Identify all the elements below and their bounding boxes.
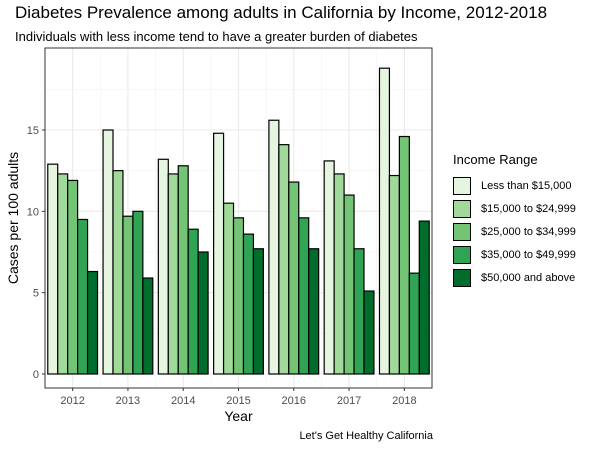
y-tick-label: 0 (33, 369, 39, 381)
bar (343, 194, 355, 375)
legend-title: Income Range (453, 152, 538, 167)
legend-item: $25,000 to $34,999 (453, 220, 576, 243)
bar (353, 248, 365, 375)
bar (398, 135, 410, 375)
legend-swatch (453, 245, 471, 264)
bar (187, 228, 199, 375)
x-tick-label: 2012 (60, 395, 84, 407)
y-tick-label: 15 (27, 125, 39, 137)
legend-item: $50,000 and above (453, 266, 576, 289)
bar (112, 170, 124, 375)
chart-subtitle: Individuals with less income tend to hav… (15, 29, 418, 44)
bar (47, 163, 59, 375)
legend: Income Range Less than $15,000 $15,000 t… (453, 152, 576, 289)
bar (157, 158, 169, 375)
legend-label: $50,000 and above (481, 271, 576, 284)
bar (308, 248, 320, 375)
bar (122, 215, 134, 375)
bar (252, 248, 264, 375)
bar (222, 202, 235, 375)
bar (57, 173, 69, 375)
bar (242, 233, 255, 375)
bar (278, 144, 290, 375)
legend-swatch (453, 176, 471, 195)
x-tick-label: 2014 (171, 395, 195, 407)
chart-title: Diabetes Prevalence among adults in Cali… (15, 3, 548, 22)
bar (298, 217, 310, 375)
bar (86, 270, 99, 375)
bar (288, 181, 300, 375)
bar (378, 67, 391, 375)
chart-caption: Let's Get Healthy California (299, 430, 433, 442)
x-axis-title: Year (224, 408, 253, 424)
bar (232, 217, 245, 375)
bar (268, 119, 280, 375)
bar (408, 272, 420, 375)
legend-swatch (453, 268, 471, 287)
y-tick-label: 5 (33, 288, 39, 300)
bar (167, 173, 179, 375)
legend-item: $15,000 to $24,999 (453, 197, 576, 220)
y-tick-label: 10 (27, 206, 39, 218)
bar (323, 160, 335, 375)
bar (102, 129, 114, 375)
x-tick-label: 2016 (282, 395, 306, 407)
y-axis-title: Cases per 100 adults (5, 152, 21, 284)
bar (418, 220, 430, 375)
bar (142, 277, 154, 375)
bar (213, 132, 225, 375)
x-tick-label: 2017 (337, 395, 361, 407)
legend-label: $15,000 to $24,999 (481, 202, 576, 215)
legend-label: $25,000 to $34,999 (481, 225, 576, 238)
x-tick-label: 2015 (226, 395, 250, 407)
bar (177, 165, 189, 375)
bar (132, 210, 144, 375)
legend-label: $35,000 to $49,999 (481, 248, 576, 261)
legend-swatch (453, 222, 471, 241)
bar (388, 174, 400, 375)
legend-item: Less than $15,000 (453, 174, 576, 197)
x-tick-label: 2013 (116, 395, 140, 407)
legend-item: $35,000 to $49,999 (453, 243, 576, 266)
bar (77, 218, 89, 375)
x-tick-label: 2018 (392, 395, 416, 407)
legend-swatch (453, 199, 471, 218)
bar (363, 290, 375, 375)
bar (67, 179, 79, 375)
bar (333, 173, 345, 375)
legend-label: Less than $15,000 (481, 179, 572, 192)
bar (197, 251, 209, 375)
